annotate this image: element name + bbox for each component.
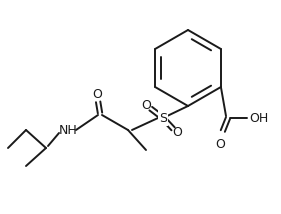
Text: O: O (141, 98, 151, 111)
Text: OH: OH (249, 111, 269, 125)
Text: O: O (172, 126, 182, 140)
Text: S: S (159, 111, 167, 125)
Text: NH: NH (59, 123, 77, 137)
Text: O: O (92, 88, 102, 101)
Text: O: O (215, 138, 225, 152)
